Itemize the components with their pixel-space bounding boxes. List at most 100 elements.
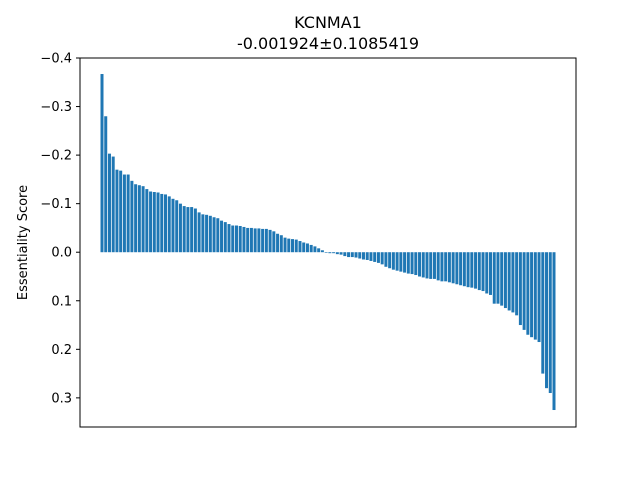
bar — [332, 252, 336, 254]
bar — [470, 252, 474, 288]
bar — [373, 252, 377, 262]
bar — [324, 252, 328, 253]
bar — [485, 252, 489, 294]
bar — [164, 194, 167, 253]
bar — [492, 252, 496, 304]
bar — [134, 184, 138, 253]
bar — [178, 203, 182, 253]
y-tick-label: 0.3 — [51, 391, 72, 406]
bar — [305, 243, 309, 253]
y-tick-label: −0.1 — [40, 197, 72, 212]
bar — [354, 252, 358, 258]
bar — [205, 214, 209, 253]
chart-title: KCNMA1 — [294, 13, 362, 32]
bar — [246, 227, 250, 253]
bar — [268, 229, 272, 253]
bar — [440, 252, 444, 282]
bar — [365, 252, 369, 260]
bar — [462, 252, 466, 287]
bar — [186, 207, 190, 253]
bar — [406, 252, 410, 274]
y-tick-label: 0.0 — [51, 246, 72, 261]
bar — [369, 252, 373, 261]
bar — [231, 225, 235, 253]
bar — [242, 226, 246, 253]
bar — [380, 252, 384, 265]
plot-frame — [79, 57, 577, 428]
bar — [496, 252, 500, 304]
bar — [403, 252, 407, 273]
bar — [130, 180, 134, 253]
bar — [190, 207, 194, 253]
bar — [100, 74, 104, 253]
bar — [156, 192, 160, 253]
bar — [104, 116, 108, 253]
bar — [309, 244, 313, 253]
bar — [399, 252, 403, 272]
bar — [425, 252, 429, 279]
bar — [317, 248, 321, 253]
bar — [212, 217, 216, 253]
bar — [533, 252, 537, 340]
bar — [261, 228, 265, 253]
bar — [126, 174, 130, 253]
bar — [358, 252, 362, 259]
bar — [522, 252, 526, 330]
bar — [388, 252, 392, 269]
y-axis-label: Essentiality Score — [16, 185, 31, 300]
bar — [320, 250, 324, 253]
bar — [335, 252, 339, 255]
chart-subtitle: -0.001924±0.1085419 — [237, 34, 419, 53]
bar — [545, 252, 549, 389]
bar — [141, 186, 145, 253]
bar — [111, 156, 115, 253]
bar — [182, 206, 186, 253]
bar — [376, 252, 380, 263]
bar — [410, 252, 414, 275]
bar — [507, 252, 511, 311]
bar — [272, 231, 276, 253]
bar — [347, 252, 351, 258]
bar — [208, 215, 212, 253]
y-tick-label: −0.3 — [40, 100, 72, 115]
bar — [115, 169, 119, 253]
bar — [395, 252, 399, 271]
bar — [526, 252, 530, 335]
bar — [455, 252, 459, 285]
bar — [350, 252, 354, 258]
bar — [503, 252, 507, 309]
bar — [552, 252, 556, 411]
bar — [414, 252, 418, 276]
bar — [107, 153, 111, 253]
bar — [339, 252, 343, 255]
y-tick-label: 0.2 — [51, 343, 72, 358]
bar — [152, 192, 156, 253]
bar — [537, 252, 541, 343]
bar — [276, 233, 280, 253]
bar — [234, 225, 238, 253]
bar — [167, 196, 171, 253]
bar — [530, 252, 534, 338]
bar — [137, 185, 141, 253]
bar — [418, 252, 422, 277]
bar — [279, 235, 283, 253]
bar — [119, 170, 123, 253]
bar — [432, 252, 436, 279]
bar — [197, 212, 201, 253]
bar — [384, 252, 388, 267]
bar — [459, 252, 463, 286]
bar — [171, 198, 175, 253]
bar — [149, 191, 153, 253]
bar — [223, 222, 227, 253]
bar — [249, 227, 253, 253]
bar — [421, 252, 425, 278]
bar — [541, 252, 545, 374]
bar — [313, 246, 317, 253]
bar — [477, 252, 481, 291]
bar — [451, 252, 455, 284]
bar — [343, 252, 347, 257]
bar — [511, 252, 515, 313]
bar — [466, 252, 470, 288]
